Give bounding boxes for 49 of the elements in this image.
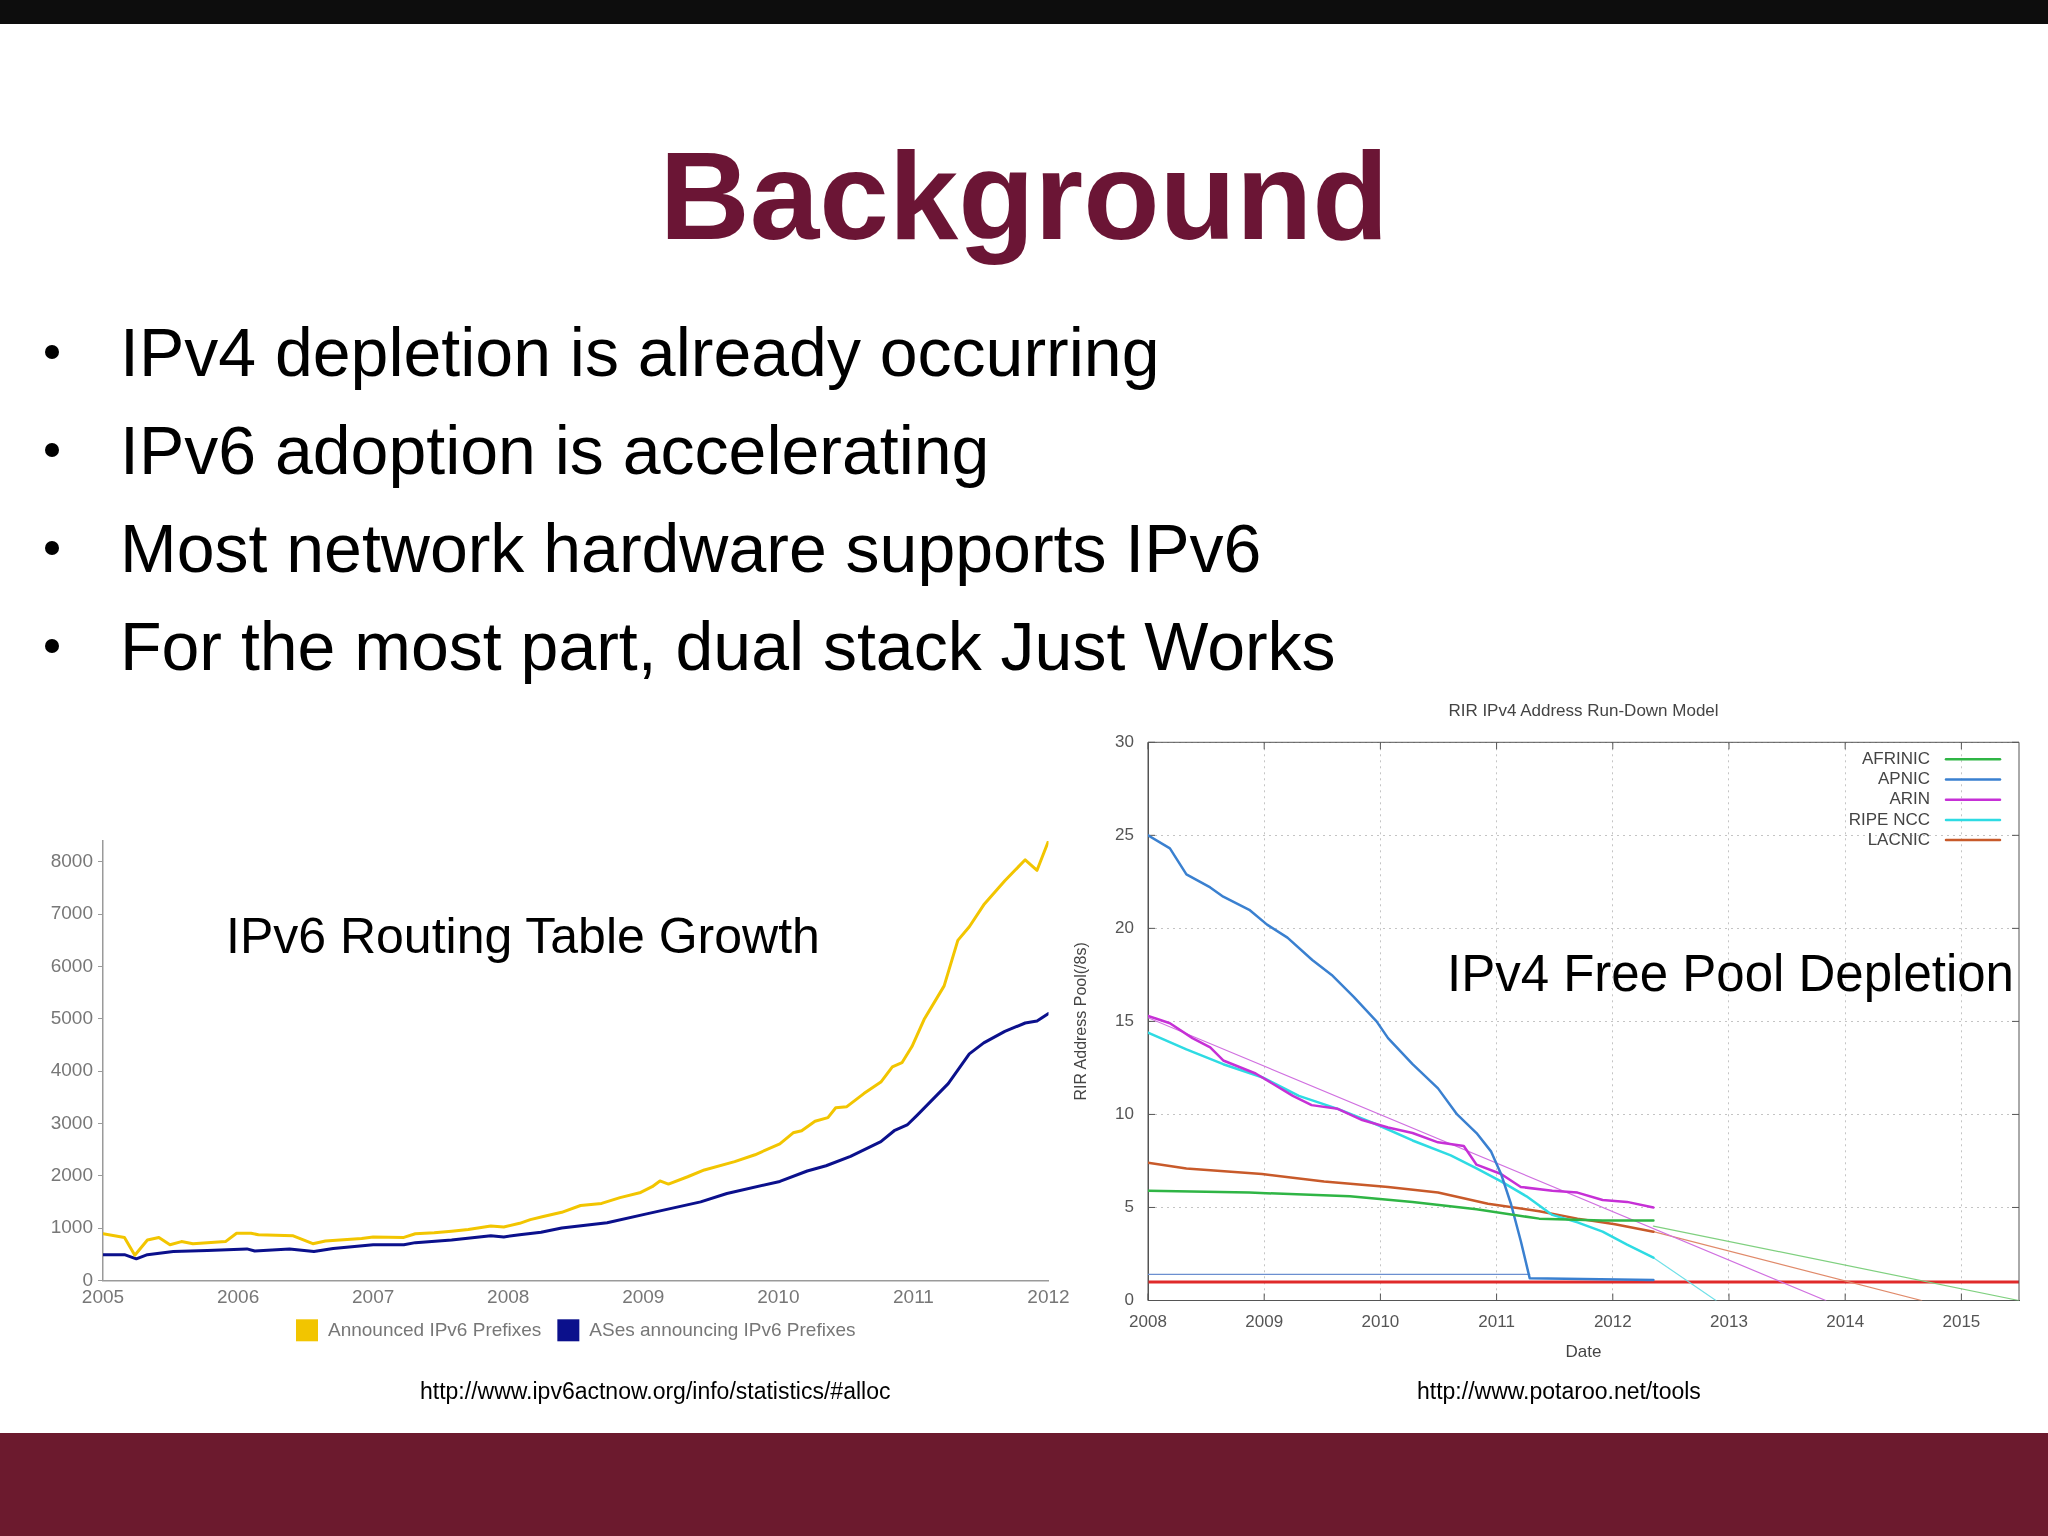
x-tick-label: 2014 bbox=[1826, 1312, 1865, 1332]
y-tick-label: 4000 bbox=[50, 1059, 93, 1081]
y-tick-label: 1000 bbox=[50, 1216, 93, 1238]
legend-label: LACNIC bbox=[1867, 829, 1930, 849]
y-tick-label: 0 bbox=[1124, 1290, 1134, 1310]
y-tick-label: 10 bbox=[1115, 1104, 1134, 1124]
y-tick-label: 20 bbox=[1115, 918, 1134, 938]
x-tick-label: 2012 bbox=[1593, 1312, 1632, 1332]
y-axis-title: RIR Address Pool(/8s) bbox=[1072, 942, 1090, 1101]
y-tick-label: 8000 bbox=[50, 850, 93, 872]
legend-label: ASes announcing IPv6 Prefixes bbox=[589, 1318, 856, 1340]
y-tick-label: 7000 bbox=[50, 902, 93, 924]
x-tick-label: 2006 bbox=[216, 1285, 260, 1307]
y-tick-label: 15 bbox=[1115, 1011, 1134, 1031]
y-tick-label: 5 bbox=[1124, 1197, 1134, 1217]
text: http://www.ipv6actnow.org/info/statistics/#alloc bbox=[420, 1377, 891, 1404]
legend-label: RIPE NCC bbox=[1848, 809, 1930, 829]
x-tick-label: 2009 bbox=[622, 1285, 665, 1307]
y-tick-label: 25 bbox=[1115, 825, 1134, 845]
y-tick-label: 6000 bbox=[50, 954, 93, 976]
text: Background bbox=[658, 126, 1390, 265]
legend-label: AFRINIC bbox=[1862, 748, 1930, 768]
text: IPv4 depletion is already occurring bbox=[120, 314, 1160, 391]
y-tick-label: 30 bbox=[1115, 731, 1134, 751]
x-tick-label: 2008 bbox=[487, 1285, 530, 1307]
legend-label: APNIC bbox=[1878, 769, 1930, 789]
legend-label: ARIN bbox=[1889, 789, 1930, 809]
text: IPv6 adoption is accelerating bbox=[120, 412, 990, 489]
x-tick-label: 2008 bbox=[1129, 1312, 1167, 1332]
x-tick-label: 2013 bbox=[1710, 1312, 1748, 1332]
x-tick-label: 2011 bbox=[893, 1285, 934, 1307]
y-tick-label: 5000 bbox=[50, 1007, 93, 1029]
text: Most network hardware supports IPv6 bbox=[120, 510, 1262, 587]
x-axis-title: Date bbox=[1565, 1342, 1602, 1362]
x-tick-label: 2010 bbox=[757, 1285, 800, 1307]
legend-label: Announced IPv6 Prefixes bbox=[328, 1318, 542, 1340]
text: IPv6 Routing Table Growth bbox=[226, 907, 820, 964]
x-tick-label: 2015 bbox=[1942, 1312, 1981, 1332]
y-tick-label: 2000 bbox=[50, 1163, 93, 1185]
x-tick-label: 2011 bbox=[1478, 1312, 1515, 1332]
y-tick-label: 3000 bbox=[50, 1111, 93, 1133]
x-tick-label: 2009 bbox=[1245, 1312, 1284, 1332]
text: http://www.potaroo.net/tools bbox=[1417, 1377, 1701, 1404]
x-tick-label: 2010 bbox=[1361, 1312, 1400, 1332]
x-tick-label: 2012 bbox=[1027, 1285, 1070, 1307]
x-tick-label: 2007 bbox=[352, 1285, 395, 1307]
chart-title: RIR IPv4 Address Run-Down Model bbox=[1447, 701, 1720, 720]
text: IPv4 Free Pool Depletion bbox=[1447, 944, 2014, 1002]
text: For the most part, dual stack Just Works bbox=[120, 608, 1336, 685]
